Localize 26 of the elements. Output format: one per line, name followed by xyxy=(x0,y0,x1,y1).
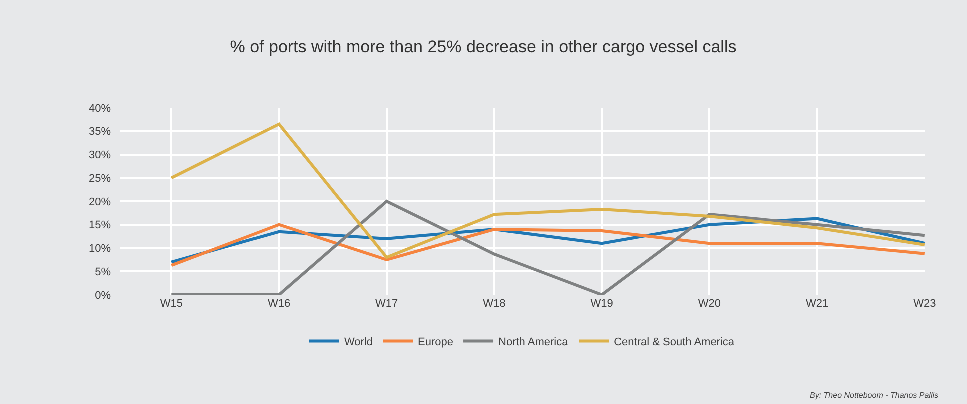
x-tick-label: W20 xyxy=(698,298,721,310)
x-tick-label: W23 xyxy=(914,298,936,310)
text: By: Theo Notteboom - Thanos Pallis xyxy=(810,391,939,400)
y-tick-label: 0% xyxy=(95,290,112,302)
y-tick-label: 5% xyxy=(95,266,112,278)
legend-label: North America xyxy=(498,336,570,349)
x-tick-label: W15 xyxy=(160,298,183,310)
x-tick-label: W19 xyxy=(590,298,614,310)
y-tick-label: 25% xyxy=(88,172,112,185)
y-tick-label: 20% xyxy=(88,196,112,208)
chart-title: % of ports with more than 25% decrease in other cargo vessel calls xyxy=(230,37,737,56)
y-tick-label: 10% xyxy=(88,243,112,256)
legend-label: World xyxy=(344,336,374,349)
y-tick-label: 35% xyxy=(88,126,112,138)
legend-label: Europe xyxy=(418,336,454,349)
legend-label: Central & South America xyxy=(614,336,736,349)
x-tick-label: W17 xyxy=(376,298,398,310)
line-series xyxy=(170,122,925,260)
line-series xyxy=(170,200,925,295)
x-tick-label: W18 xyxy=(483,298,506,310)
y-tick-label: 30% xyxy=(88,150,112,162)
x-tick-label: W21 xyxy=(806,298,829,310)
y-tick-label: 40% xyxy=(88,102,112,115)
x-tick-label: W16 xyxy=(268,298,291,310)
line-series xyxy=(170,223,925,268)
y-tick-label: 15% xyxy=(88,220,112,232)
